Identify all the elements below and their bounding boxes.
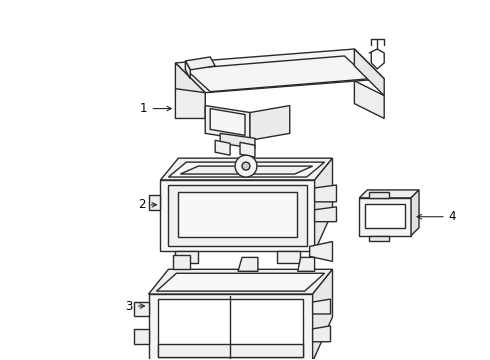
Polygon shape: [220, 133, 255, 148]
Polygon shape: [313, 326, 331, 342]
Polygon shape: [315, 185, 337, 202]
Circle shape: [235, 155, 257, 177]
Polygon shape: [161, 180, 315, 251]
Text: 4: 4: [449, 210, 456, 223]
Polygon shape: [148, 294, 313, 360]
Text: 1: 1: [140, 102, 147, 115]
Polygon shape: [175, 251, 198, 264]
Polygon shape: [148, 195, 161, 210]
Polygon shape: [161, 158, 333, 180]
Polygon shape: [180, 166, 313, 174]
Polygon shape: [240, 142, 255, 157]
Polygon shape: [134, 302, 148, 316]
Text: 3: 3: [125, 300, 133, 312]
Polygon shape: [175, 63, 205, 118]
Polygon shape: [315, 158, 333, 251]
Polygon shape: [185, 61, 190, 79]
Polygon shape: [369, 192, 389, 198]
Polygon shape: [354, 49, 384, 96]
Polygon shape: [158, 299, 303, 357]
Polygon shape: [366, 204, 405, 228]
Polygon shape: [238, 257, 258, 271]
Polygon shape: [210, 109, 245, 135]
Polygon shape: [175, 49, 384, 93]
Polygon shape: [158, 344, 303, 357]
Polygon shape: [359, 198, 411, 235]
Polygon shape: [134, 329, 148, 344]
Polygon shape: [169, 185, 307, 247]
Polygon shape: [148, 269, 333, 294]
Polygon shape: [173, 255, 190, 269]
Polygon shape: [310, 242, 333, 261]
Polygon shape: [315, 207, 337, 222]
Polygon shape: [354, 81, 384, 118]
Circle shape: [242, 162, 250, 170]
Polygon shape: [250, 105, 290, 140]
Text: 2: 2: [138, 198, 146, 211]
Polygon shape: [277, 251, 300, 264]
Polygon shape: [169, 162, 324, 177]
Polygon shape: [185, 56, 369, 92]
Polygon shape: [298, 257, 315, 271]
Polygon shape: [411, 190, 419, 235]
Polygon shape: [178, 192, 297, 237]
Polygon shape: [359, 190, 419, 198]
Polygon shape: [313, 299, 331, 314]
Polygon shape: [313, 269, 333, 360]
Polygon shape: [369, 235, 389, 240]
Polygon shape: [156, 273, 324, 291]
Polygon shape: [215, 140, 230, 155]
Polygon shape: [205, 105, 250, 140]
Polygon shape: [185, 57, 215, 70]
Polygon shape: [175, 89, 205, 118]
